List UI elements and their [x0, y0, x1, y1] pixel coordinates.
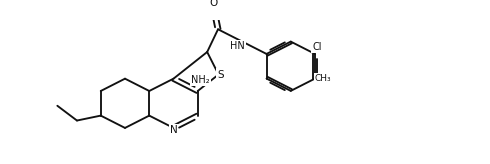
Text: NH₂: NH₂ — [192, 75, 210, 85]
Text: N: N — [170, 125, 177, 135]
Text: HN: HN — [230, 41, 245, 51]
Text: S: S — [217, 70, 224, 80]
Text: Cl: Cl — [312, 42, 322, 52]
Text: O: O — [209, 0, 217, 8]
Text: CH₃: CH₃ — [315, 74, 331, 83]
